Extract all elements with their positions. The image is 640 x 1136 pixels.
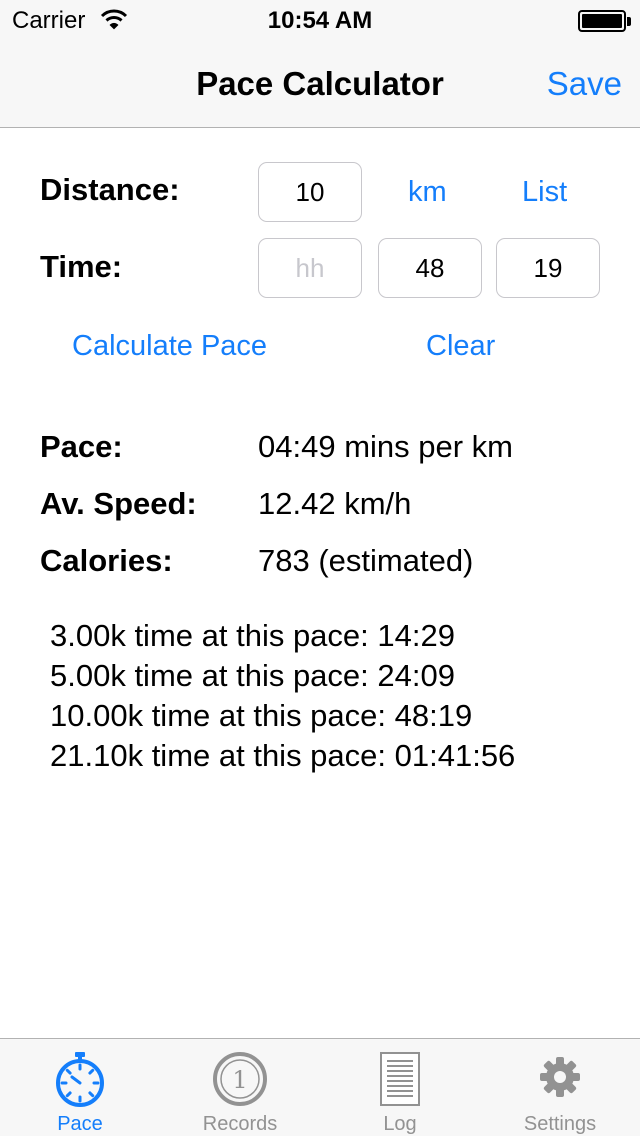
tab-label: Records bbox=[202, 1113, 278, 1135]
distance-input[interactable]: 10 bbox=[258, 162, 362, 222]
split-line: 3.00k time at this pace: 14:29 bbox=[50, 618, 455, 653]
time-label: Time: bbox=[40, 249, 123, 284]
tab-pace[interactable]: Pace bbox=[0, 1039, 160, 1136]
calories-value: 783 (estimated) bbox=[258, 543, 474, 578]
minutes-input[interactable]: 48 bbox=[378, 238, 482, 298]
svg-text:1: 1 bbox=[232, 1066, 247, 1094]
stopwatch-icon bbox=[52, 1051, 108, 1112]
calories-label: Calories: bbox=[40, 543, 173, 578]
distance-unit-button[interactable]: km bbox=[408, 176, 447, 208]
tab-label: Settings bbox=[523, 1113, 597, 1135]
status-bar: Carrier 10:54 AM bbox=[0, 0, 640, 40]
notepad-icon bbox=[372, 1051, 428, 1112]
tab-records[interactable]: 1 Records bbox=[160, 1039, 320, 1136]
distance-label: Distance: bbox=[40, 172, 180, 207]
tab-log[interactable]: Log bbox=[320, 1039, 480, 1136]
status-time: 10:54 AM bbox=[267, 7, 373, 34]
save-button[interactable]: Save bbox=[546, 65, 622, 102]
tab-settings[interactable]: Settings bbox=[480, 1039, 640, 1136]
hours-input[interactable]: hh bbox=[258, 238, 362, 298]
split-line: 21.10k time at this pace: 01:41:56 bbox=[50, 738, 516, 773]
tab-bar: Pace 1 Records bbox=[0, 1038, 640, 1136]
carrier-name: Carrier bbox=[12, 7, 86, 34]
seconds-input[interactable]: 19 bbox=[496, 238, 600, 298]
speed-label: Av. Speed: bbox=[40, 486, 197, 521]
pace-value: 04:49 mins per km bbox=[258, 429, 513, 464]
clear-button[interactable]: Clear bbox=[426, 330, 496, 362]
navigation-bar: Pace Calculator Save bbox=[0, 40, 640, 128]
battery-icon bbox=[578, 10, 631, 32]
medal-icon: 1 bbox=[212, 1051, 268, 1112]
speed-value: 12.42 km/h bbox=[258, 486, 412, 521]
split-line: 5.00k time at this pace: 24:09 bbox=[50, 658, 455, 693]
split-line: 10.00k time at this pace: 48:19 bbox=[50, 698, 473, 733]
wifi-icon bbox=[100, 8, 128, 35]
tab-label: Pace bbox=[57, 1113, 103, 1135]
calculate-pace-button[interactable]: Calculate Pace bbox=[72, 330, 268, 362]
tab-label: Log bbox=[383, 1113, 417, 1135]
list-button[interactable]: List bbox=[522, 176, 568, 208]
gear-icon bbox=[538, 1055, 582, 1104]
page-title: Pace Calculator bbox=[196, 65, 444, 102]
pace-label: Pace: bbox=[40, 429, 123, 464]
